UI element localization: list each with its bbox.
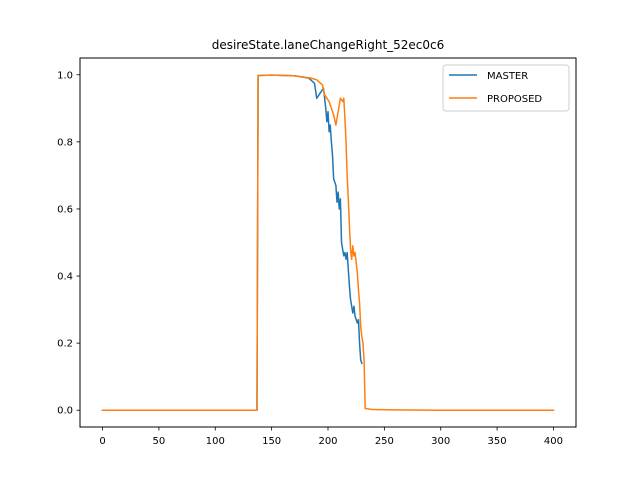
legend-label-proposed: PROPOSED: [487, 94, 542, 105]
y-tick-label: 0.6: [57, 204, 73, 215]
y-axis: 0.0 0.2 0.4 0.6 0.8 1.0: [57, 70, 80, 417]
y-tick-label: 0.0: [57, 406, 73, 417]
x-tick-label: 50: [153, 436, 166, 447]
x-tick-label: 0: [99, 436, 105, 447]
x-tick-label: 300: [431, 436, 450, 447]
y-tick-label: 0.2: [57, 339, 73, 350]
x-tick-label: 250: [375, 436, 394, 447]
y-tick-label: 1.0: [57, 70, 73, 81]
x-tick-label: 200: [318, 436, 337, 447]
legend-box: [442, 64, 570, 112]
series-layer: [101, 74, 555, 411]
chart-title: desireState.laneChangeRight_52ec0c6: [212, 38, 445, 52]
series-line-proposed: [101, 74, 555, 411]
y-tick-label: 0.4: [57, 272, 73, 283]
x-axis: 0 50 100 150 200 250 300 350 400: [99, 427, 563, 447]
legend: MASTER PROPOSED: [442, 64, 570, 112]
legend-label-master: MASTER: [487, 71, 528, 82]
x-tick-label: 100: [206, 436, 225, 447]
x-tick-label: 400: [544, 436, 563, 447]
y-tick-label: 0.8: [57, 137, 73, 148]
x-tick-label: 150: [262, 436, 281, 447]
x-tick-label: 350: [488, 436, 507, 447]
series-line-master: [101, 74, 363, 411]
